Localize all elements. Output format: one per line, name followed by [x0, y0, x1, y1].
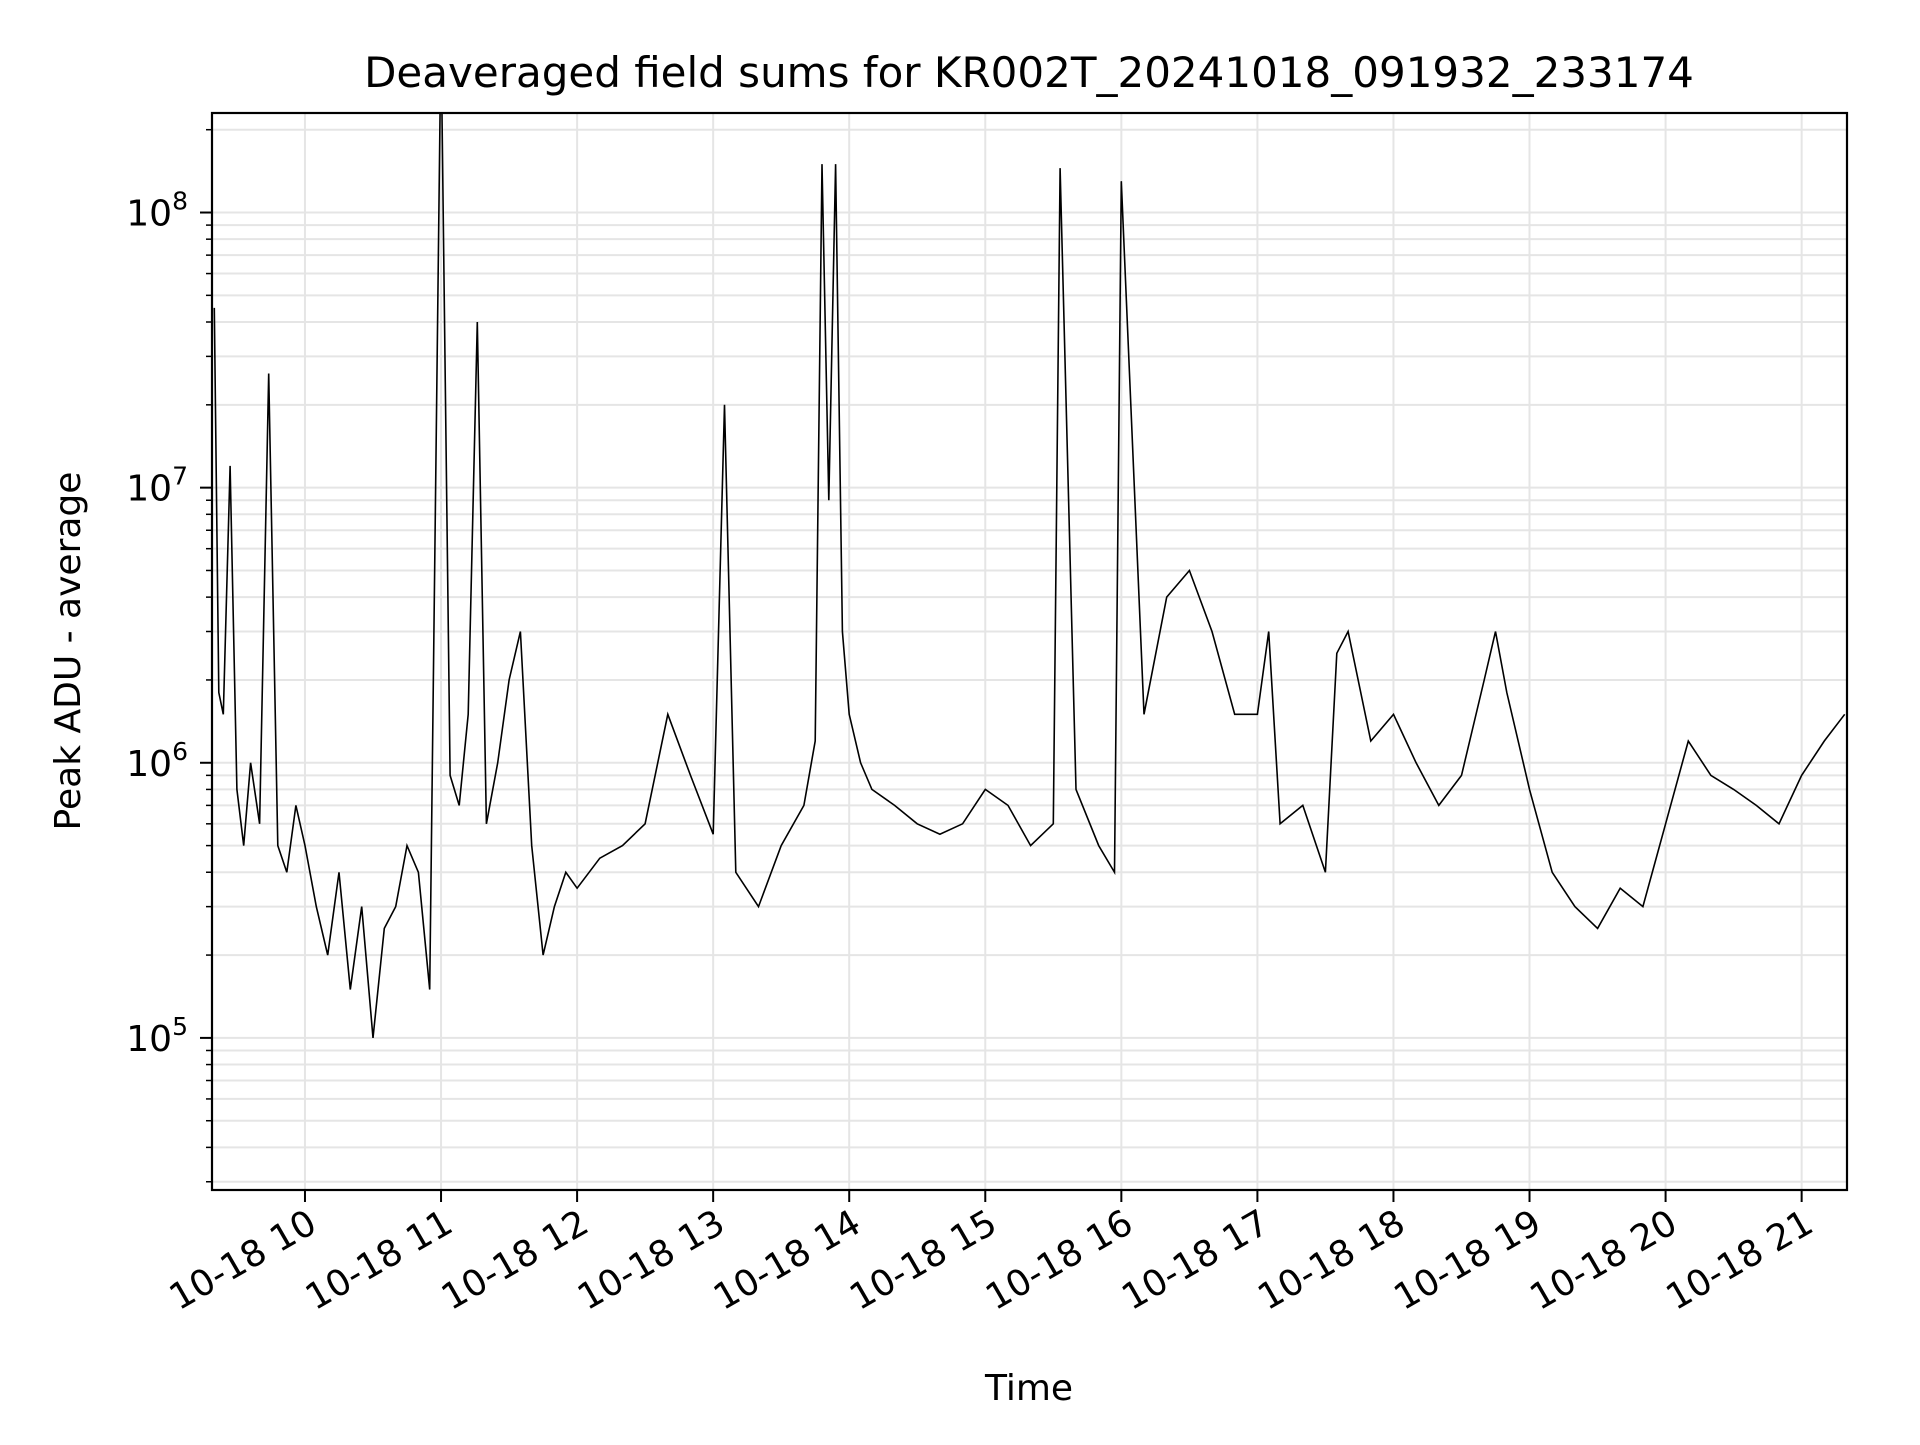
y-axis-label: Peak ADU - average — [48, 472, 89, 831]
series-layer — [213, 113, 1846, 1038]
grid-layer — [212, 113, 1847, 1190]
y-tick-label: 107 — [126, 462, 188, 510]
y-tick-label: 105 — [126, 1012, 188, 1060]
plot-frame — [210, 111, 1849, 1192]
y-tick-label: 108 — [126, 187, 188, 235]
x-axis-label: Time — [984, 1368, 1073, 1409]
y-tick-label: 106 — [126, 737, 188, 785]
series-line — [213, 113, 1846, 1038]
chart-title: Deaveraged field sums for KR002T_2024101… — [364, 48, 1694, 97]
